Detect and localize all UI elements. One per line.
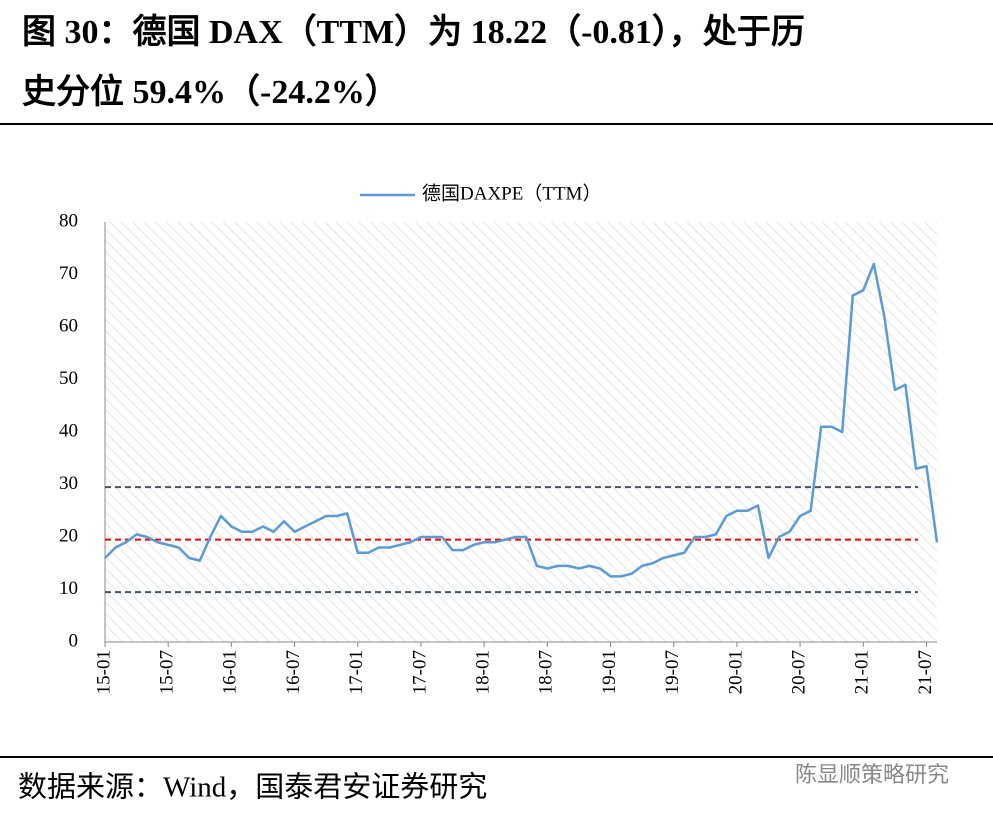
source: 数据来源：Wind，国泰君安证券研究 — [18, 771, 487, 804]
x-tick-label: 16-07 — [283, 650, 304, 694]
watermark: 陈显顺策略研究 — [795, 763, 949, 788]
y-tick-label: 20 — [59, 525, 78, 546]
y-tick-label: 50 — [59, 368, 78, 389]
x-tick-label: 18-07 — [536, 650, 557, 694]
y-tick-label: 70 — [59, 263, 78, 284]
y-tick-label: 60 — [59, 315, 78, 336]
x-tick-label: 18-01 — [472, 650, 493, 694]
x-tick-label: 20-07 — [788, 650, 809, 694]
x-tick-label: 21-07 — [915, 650, 936, 694]
x-tick-label: 19-07 — [662, 650, 683, 694]
y-tick-label: 0 — [69, 630, 79, 651]
y-tick-label: 80 — [59, 210, 78, 231]
x-tick-label: 17-07 — [409, 650, 430, 694]
legend-label: 德国DAXPE（TTM） — [422, 182, 601, 204]
y-tick-label: 40 — [59, 420, 78, 441]
title-line: 图 30：德国 DAX（TTM）为 18.22（-0.81），处于历 — [22, 12, 805, 51]
plot-area — [105, 222, 937, 642]
x-tick-label: 19-01 — [599, 650, 620, 694]
x-tick-label: 15-01 — [93, 650, 114, 694]
title-line: 史分位 59.4%（-24.2%） — [22, 72, 399, 111]
x-tick-label: 20-01 — [725, 650, 746, 694]
series-line — [104, 262, 939, 578]
x-tick-label: 17-01 — [346, 650, 367, 694]
x-tick-label: 21-01 — [852, 650, 873, 694]
x-tick-label: 16-01 — [220, 650, 241, 694]
y-tick-label: 10 — [59, 578, 78, 599]
y-tick-label: 30 — [59, 473, 78, 494]
x-tick-label: 15-07 — [157, 650, 178, 694]
